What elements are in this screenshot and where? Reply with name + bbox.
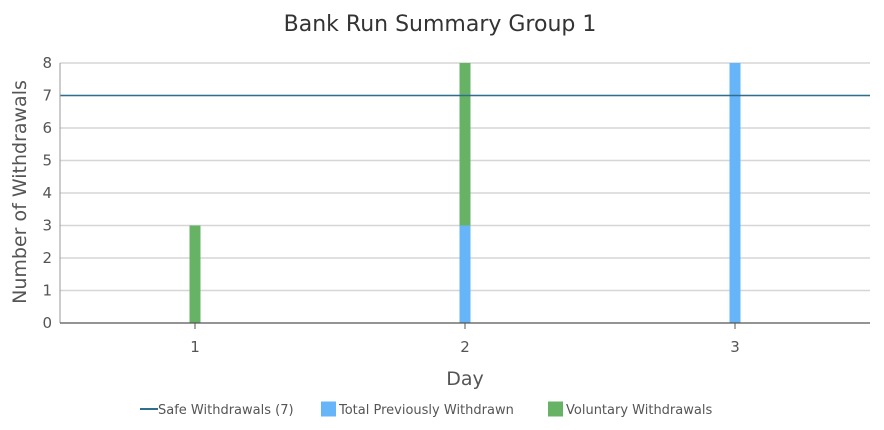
y-axis-title: Number of Withdrawals [9, 80, 31, 304]
y-tick-label: 6 [42, 119, 52, 137]
chart-title: Bank Run Summary Group 1 [284, 12, 597, 37]
axes: 0 1 2 3 4 5 6 7 8 1 2 3 [42, 54, 870, 356]
y-tick-label: 8 [42, 54, 52, 72]
x-axis-title: Day [446, 368, 484, 390]
bars [189, 63, 741, 323]
legend-label: Safe Withdrawals (7) [158, 403, 294, 418]
y-tick-label: 4 [42, 184, 52, 202]
bar-segment [459, 225, 471, 323]
y-tick-label: 1 [42, 282, 52, 300]
x-tick-label: 3 [730, 338, 740, 356]
y-tick-label: 5 [42, 152, 52, 170]
legend-label: Total Previously Withdrawn [338, 403, 514, 418]
legend: Safe Withdrawals (7) Total Previously Wit… [140, 401, 712, 418]
bar-segment [189, 225, 201, 323]
bar-segment [459, 63, 471, 226]
y-tick-label: 0 [42, 314, 52, 332]
legend-swatch [548, 401, 563, 417]
x-tick-label: 2 [460, 338, 470, 356]
bar-segment [729, 63, 741, 323]
y-tick-label: 7 [42, 87, 52, 105]
x-tick-label: 1 [190, 338, 200, 356]
legend-label: Voluntary Withdrawals [566, 403, 712, 418]
y-tick-label: 3 [42, 217, 52, 235]
legend-swatch [321, 401, 336, 417]
y-tick-label: 2 [42, 249, 52, 267]
